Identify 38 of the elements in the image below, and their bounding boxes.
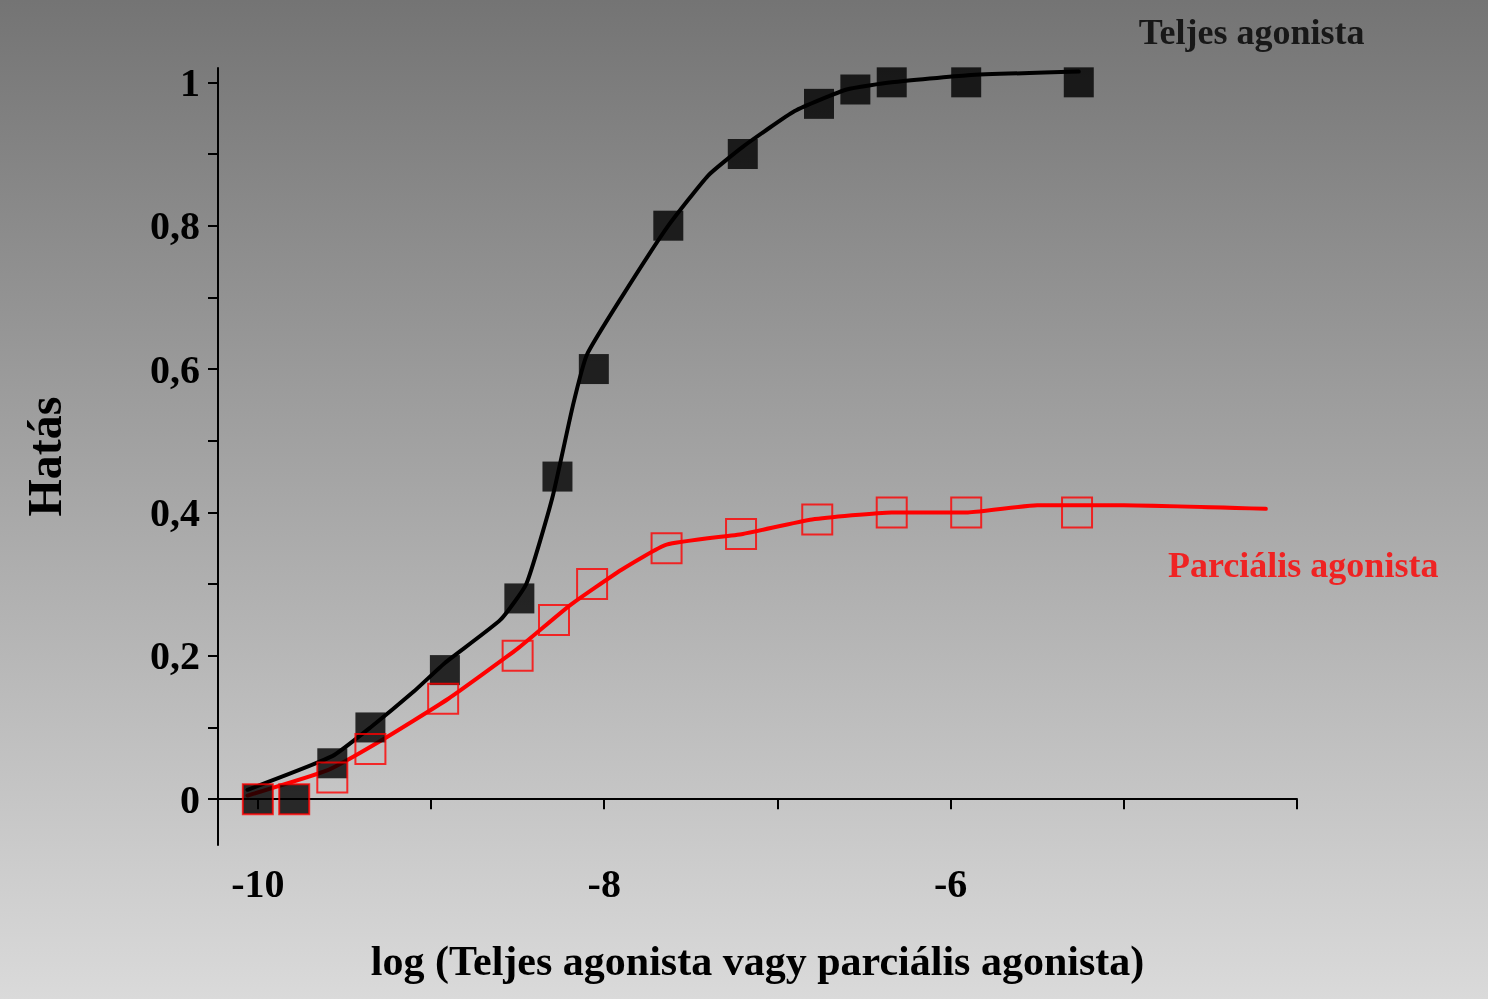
point [542,461,573,492]
x-tick-label: -6 [933,860,968,906]
point [429,655,460,686]
point [650,532,683,565]
point [355,712,386,743]
point [840,74,871,105]
point [1063,67,1094,98]
y-tick-label: 1 [180,59,200,105]
y-axis-title: Hatás [17,396,71,517]
point [576,568,609,601]
point [951,67,982,98]
point [427,682,460,715]
y-tick-label: 0,8 [150,203,200,249]
series-label: Teljes agonista [1138,12,1365,53]
point [538,603,570,636]
point [317,748,348,779]
text: Parciális agonista [1168,545,1439,586]
y-tick-label: 0,2 [150,633,200,679]
x-tick-label: -8 [587,860,621,906]
point [801,503,834,536]
point [501,639,534,672]
point [316,761,349,794]
point [727,139,758,170]
y-tick-label: 0,4 [150,489,200,535]
point [950,496,983,529]
y-tick-label: 0,6 [150,346,200,392]
x-axis-title: log (Teljes agonista vagy parciális agonista) [370,938,1145,985]
point [875,496,908,529]
point [876,67,907,98]
y-tick-label: 0 [180,776,200,822]
point [803,88,834,119]
point [504,583,535,614]
point [578,354,609,385]
point [354,732,387,765]
point [653,210,684,241]
x-tick-label: -10 [231,860,285,906]
point [1061,496,1094,529]
point [725,517,758,550]
